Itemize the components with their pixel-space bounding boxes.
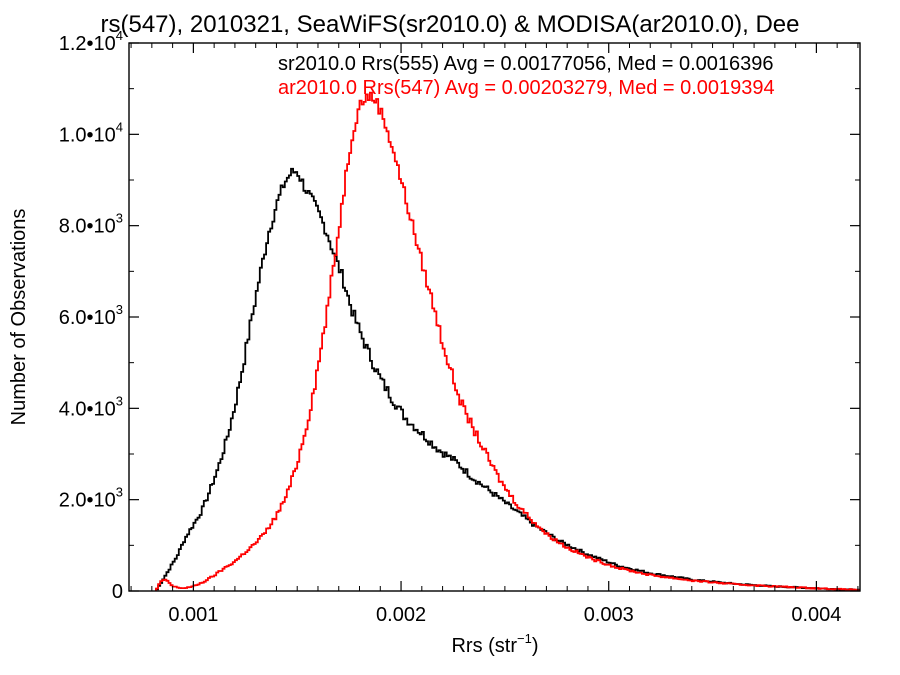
y-tick-label: 2.0•103 [59,485,123,512]
x-tick-label: 0.003 [584,604,634,626]
legend-entry-1: sr2010.0 Rrs(555) Avg = 0.00177056, Med … [278,53,774,75]
legend-entry-2: ar2010.0 Rrs(547) Avg = 0.00203279, Med … [278,77,775,99]
y-tick-label: 4.0•103 [59,393,123,420]
series-line-1 [155,167,860,592]
x-tick-label: 0.004 [791,604,841,626]
plot-frame [128,42,861,592]
y-axis-ticks: 0 2.0•103 4.0•103 6.0•103 8.0•103 1.0•104 1.2•… [59,28,860,603]
chart-title: rs(547), 2010321, SeaWiFS(sr2010.0) & MO… [101,11,800,38]
x-axis-label: Rrs (str−1) [451,631,538,657]
y-tick-label: 6.0•103 [59,302,123,329]
y-tick-label: 1.0•104 [59,119,123,146]
x-tick-label: 0.001 [168,604,218,626]
y-axis-label: Number of Observations [8,209,30,426]
series-layer [155,91,860,592]
y-tick-label: 1.2•104 [59,28,123,55]
x-axis-ticks: 0.001 0.002 0.003 0.004 [130,43,859,626]
y-tick-label: 0 [112,581,123,603]
series-line-2 [155,91,860,591]
y-tick-label: 8.0•103 [59,211,123,238]
legend: sr2010.0 Rrs(555) Avg = 0.00177056, Med … [278,53,775,99]
x-tick-label: 0.002 [376,604,426,626]
